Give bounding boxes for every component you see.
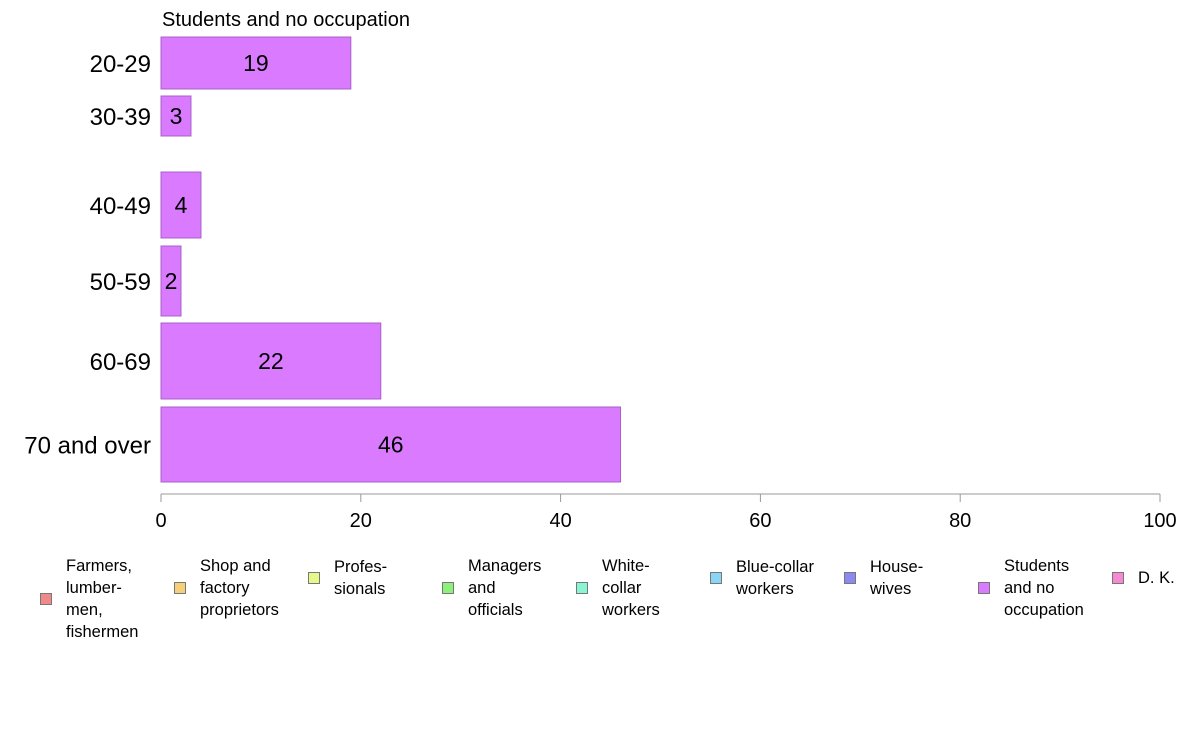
legend-swatch bbox=[978, 582, 990, 594]
legend-swatch bbox=[1112, 572, 1124, 584]
legend-label: Profes- sionals bbox=[334, 558, 388, 598]
legend-label: Students and no occupation bbox=[1004, 557, 1084, 619]
x-tick-label: 60 bbox=[749, 510, 771, 532]
y-tick-label: 20-29 bbox=[90, 51, 151, 78]
bar-value-label: 3 bbox=[170, 103, 183, 129]
legend-item: White- collar workers bbox=[576, 555, 660, 621]
legend-item: Farmers, lumber- men, fishermen bbox=[40, 555, 138, 643]
bar-50-59 bbox=[160, 245, 182, 317]
bar-value-label: 19 bbox=[243, 50, 269, 76]
x-tick-label: 20 bbox=[350, 510, 372, 532]
bar-value-label: 22 bbox=[258, 348, 284, 374]
x-tick-label: 40 bbox=[549, 510, 571, 532]
y-tick-label: 30-39 bbox=[90, 104, 151, 131]
bar-value-label: 4 bbox=[175, 192, 188, 218]
legend-label: Blue-collar workers bbox=[736, 558, 814, 598]
bar-30-39 bbox=[160, 95, 192, 137]
bar-40-49 bbox=[160, 171, 202, 239]
legend-label: Farmers, lumber- men, fishermen bbox=[66, 557, 139, 641]
legend-label: White- collar workers bbox=[602, 557, 660, 619]
legend-item: Students and no occupation bbox=[978, 555, 1084, 621]
bar-value-label: 46 bbox=[378, 432, 404, 458]
legend-label: Managers and officials bbox=[468, 557, 542, 619]
legend-label: D. K. bbox=[1138, 569, 1175, 587]
y-tick-label: 50-59 bbox=[90, 269, 151, 296]
x-tick-label: 80 bbox=[949, 510, 971, 532]
bar-60-69 bbox=[160, 322, 382, 400]
legend-swatch bbox=[576, 582, 588, 594]
legend-item: D. K. bbox=[1112, 567, 1175, 589]
y-tick-label: 40-49 bbox=[90, 193, 151, 220]
legend-item: House- wives bbox=[844, 556, 923, 600]
legend-swatch bbox=[174, 582, 186, 594]
legend-swatch bbox=[40, 593, 52, 605]
legend-swatch bbox=[710, 572, 722, 584]
legend-swatch bbox=[844, 572, 856, 584]
legend: Farmers, lumber- men, fishermen Shop and … bbox=[0, 555, 1188, 641]
legend-swatch bbox=[308, 572, 320, 584]
bar-value-label: 2 bbox=[165, 268, 178, 294]
legend-label: House- wives bbox=[870, 558, 924, 598]
y-tick-label: 70 and over bbox=[24, 433, 151, 460]
y-tick-labels: 20-29 30-39 40-49 50-59 60-69 70 and over bbox=[24, 51, 151, 460]
x-tick-label: 100 bbox=[1143, 510, 1176, 532]
x-tick-label: 0 bbox=[155, 510, 166, 532]
x-axis: 0 20 40 60 80 100 bbox=[155, 493, 1177, 532]
legend-item: Blue-collar workers bbox=[710, 556, 814, 600]
legend-item: Shop and factory proprietors bbox=[174, 555, 279, 621]
y-tick-label: 60-69 bbox=[90, 349, 151, 376]
chart-title: Students and no occupation bbox=[162, 9, 410, 31]
legend-swatch bbox=[442, 582, 454, 594]
bar-20-29 bbox=[160, 36, 352, 90]
legend-item: Profes- sionals bbox=[308, 556, 387, 600]
legend-item: Managers and officials bbox=[442, 555, 541, 621]
bar-70-and-over bbox=[160, 406, 622, 483]
legend-label: Shop and factory proprietors bbox=[200, 557, 279, 619]
